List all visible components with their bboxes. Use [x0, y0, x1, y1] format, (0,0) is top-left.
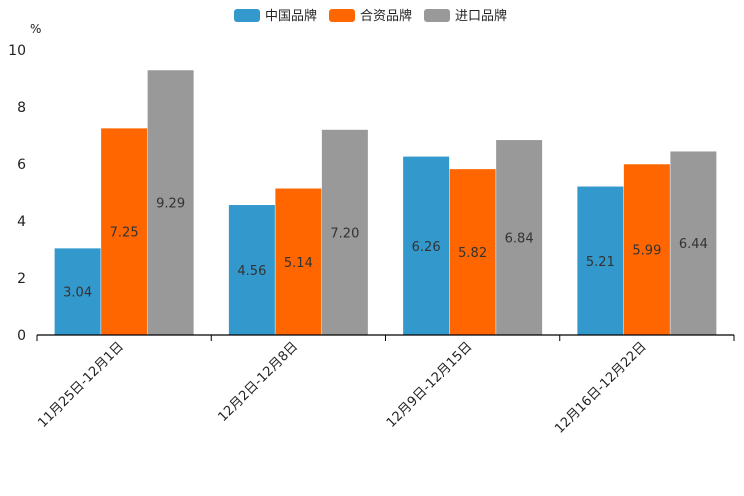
x-axis: 11月25日-12月1日 12月2日-12月8日 12月9日-12月15日 12月16… — [35, 334, 735, 437]
bar-value-label: 4.56 — [237, 264, 266, 279]
bar[interactable] — [54, 248, 101, 335]
bar-value-label: 5.21 — [586, 255, 615, 270]
bar[interactable] — [101, 128, 148, 335]
bar-value-label: 9.29 — [156, 197, 185, 212]
legend-swatch — [424, 9, 450, 22]
y-tick-label: 8 — [17, 100, 26, 116]
y-tick-label: 4 — [17, 214, 26, 230]
bar[interactable] — [449, 169, 496, 335]
legend-item[interactable]: 中国品牌 — [234, 8, 317, 24]
y-axis-unit-label: % — [30, 22, 41, 36]
y-tick-label: 2 — [17, 271, 26, 287]
bar[interactable] — [147, 70, 194, 336]
legend-label: 中国品牌 — [265, 8, 317, 24]
legend-swatch — [234, 9, 260, 22]
bar[interactable] — [623, 164, 670, 335]
legend: 中国品牌 合资品牌 进口品牌 — [234, 8, 507, 24]
bar-value-label: 6.84 — [505, 232, 534, 247]
x-tick-label: 12月9日-12月15日 — [384, 339, 476, 431]
bar-value-label: 7.20 — [330, 226, 359, 241]
legend-label: 合资品牌 — [360, 8, 412, 24]
x-tick-label: 12月2日-12月8日 — [215, 339, 301, 425]
bar[interactable] — [275, 188, 322, 335]
bar-value-label: 5.99 — [632, 244, 661, 259]
x-tick-label: 12月16日-12月22日 — [552, 339, 649, 436]
y-tick-label: 6 — [17, 157, 26, 173]
bar[interactable] — [321, 129, 368, 335]
bar-value-label: 5.82 — [458, 246, 487, 261]
y-axis: 0 2 4 6 8 10 — [8, 43, 26, 344]
bar-value-label: 6.26 — [412, 240, 441, 255]
bar-value-label: 5.14 — [284, 256, 313, 271]
bar-value-label: 6.44 — [679, 237, 708, 252]
legend-label: 进口品牌 — [455, 8, 507, 24]
y-tick-label: 10 — [8, 43, 26, 59]
x-tick-label: 11月25日-12月1日 — [35, 339, 127, 431]
bar[interactable] — [403, 156, 450, 335]
y-tick-label: 0 — [17, 328, 26, 344]
bar-value-label: 3.04 — [63, 286, 92, 301]
bar[interactable] — [670, 151, 717, 335]
legend-swatch — [329, 9, 355, 22]
bar[interactable] — [496, 140, 543, 335]
legend-item[interactable]: 合资品牌 — [329, 8, 412, 24]
bar[interactable] — [228, 205, 275, 335]
legend-item[interactable]: 进口品牌 — [424, 8, 507, 24]
bars: 3.04 7.25 9.29 4.56 5.14 7.20 6.26 5.82 6.84 5.21… — [54, 70, 717, 336]
bar[interactable] — [577, 186, 624, 335]
bar-value-label: 7.25 — [110, 226, 139, 241]
